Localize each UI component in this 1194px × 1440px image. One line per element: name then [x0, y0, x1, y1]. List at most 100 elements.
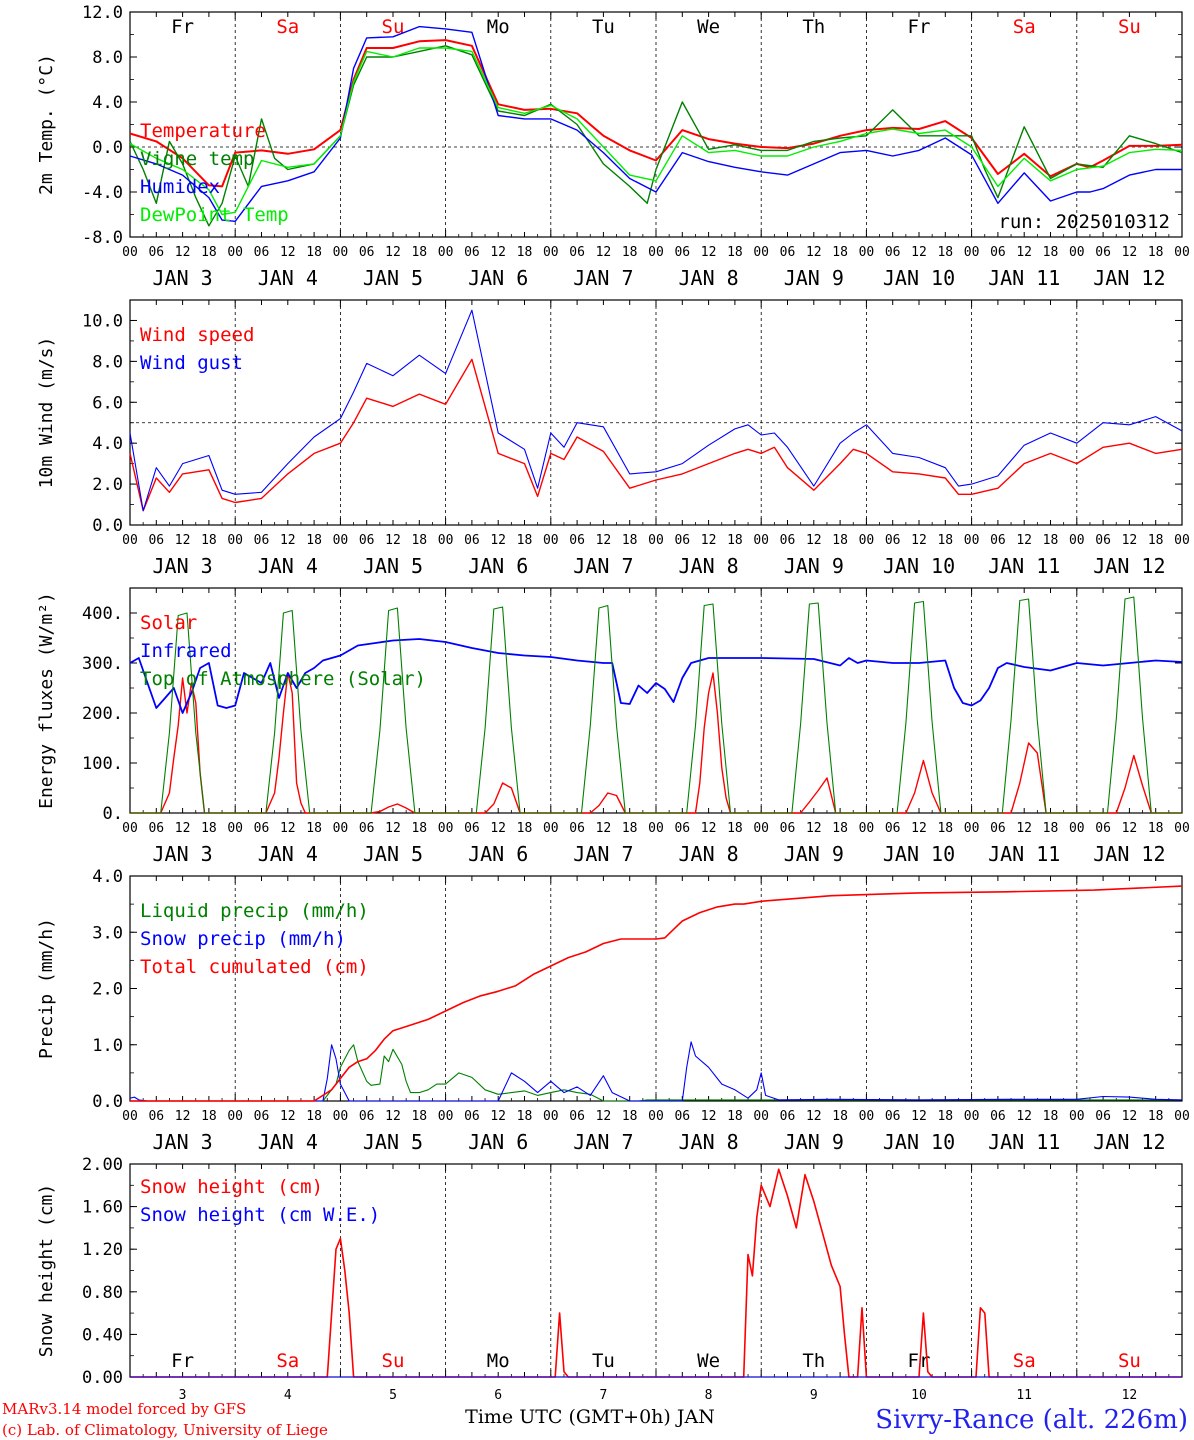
day-label: JAN 12	[1093, 266, 1165, 290]
hour-tick-label: 00	[1069, 533, 1085, 548]
series-line-wind-speed	[129, 358, 1183, 512]
hour-tick-label: 18	[1148, 1109, 1164, 1124]
y-tick-label: 0.00	[82, 1368, 123, 1388]
weekday-label: Tu	[592, 1350, 615, 1372]
day-label: JAN 12	[1093, 1130, 1165, 1154]
hour-tick-label: 18	[411, 1109, 427, 1124]
legend-entry: DewPoint Temp	[140, 204, 289, 226]
hour-tick-label: 18	[411, 245, 427, 260]
hour-tick-label: 00	[1069, 1109, 1085, 1124]
y-axis-label: 10m Wind (m/s)	[36, 337, 57, 489]
weekday-label: Sa	[276, 1350, 299, 1372]
y-axis-label: Precip (mm/h)	[36, 918, 57, 1059]
day-label: JAN 9	[784, 266, 844, 290]
hour-tick-label: 12	[596, 245, 612, 260]
hour-tick-label: 00	[753, 1109, 769, 1124]
hour-tick-label: 18	[1043, 533, 1059, 548]
hour-tick-label: 06	[885, 533, 901, 548]
hour-tick-label: 12	[1122, 821, 1138, 836]
hour-tick-label: 18	[1148, 533, 1164, 548]
panel-snow: 0.00 0.40 0.80 1.20 1.60 2.00 Snow height (cm)…	[36, 1155, 1183, 1403]
day-label: JAN 6	[468, 554, 528, 578]
weekday-label: Mo	[487, 16, 510, 38]
hour-tick-label: 18	[1148, 245, 1164, 260]
hour-tick-label: 06	[464, 533, 480, 548]
hour-tick-label: 18	[306, 821, 322, 836]
weekday-label: We	[697, 16, 720, 38]
hour-tick-label: 12	[385, 533, 401, 548]
hour-tick-label: 18	[201, 821, 217, 836]
day-number-label: 3	[179, 1388, 187, 1403]
y-axis-label: Energy fluxes (W/m²)	[36, 592, 57, 809]
weekday-label: We	[697, 1350, 720, 1372]
y-tick-label: 300.	[82, 654, 123, 674]
hour-tick-label: 18	[622, 533, 638, 548]
series-line-total-cumulated-cm	[130, 885, 1183, 1102]
hour-tick-label: 12	[280, 245, 296, 260]
hour-tick-label: 12	[385, 1109, 401, 1124]
location-title: Sivry-Rance (alt. 226m)	[875, 1405, 1188, 1435]
y-tick-label: 0.	[103, 804, 123, 824]
series-line-dewpoint-temp	[129, 47, 1183, 216]
hour-tick-label: 12	[806, 821, 822, 836]
weekday-label: Sa	[1013, 16, 1036, 38]
hour-tick-label: 18	[727, 245, 743, 260]
y-tick-label: 4.0	[92, 93, 123, 113]
hour-tick-label: 12	[701, 245, 717, 260]
hour-tick-label: 18	[201, 245, 217, 260]
y-tick-label: 2.00	[82, 1155, 123, 1175]
weekday-label: Su	[382, 16, 405, 38]
hour-tick-label: 00	[753, 533, 769, 548]
hour-tick-label: 00	[333, 1109, 349, 1124]
day-label: JAN 5	[363, 266, 423, 290]
hour-tick-label: 00	[1069, 245, 1085, 260]
hour-tick-label: 18	[411, 533, 427, 548]
hour-tick-label: 18	[1043, 245, 1059, 260]
y-tick-label: 4.0	[92, 434, 123, 454]
day-label: JAN 3	[152, 1130, 212, 1154]
hour-tick-label: 00	[859, 245, 875, 260]
day-label: JAN 9	[784, 554, 844, 578]
hour-tick-label: 06	[148, 821, 164, 836]
hour-tick-label: 00	[1174, 821, 1190, 836]
series-line-snow-precip-mm-h	[129, 1041, 1183, 1102]
hour-tick-label: 00	[859, 533, 875, 548]
hour-tick-label: 18	[517, 245, 533, 260]
hour-tick-label: 06	[254, 821, 270, 836]
hour-tick-label: 12	[490, 821, 506, 836]
hour-tick-label: 06	[254, 533, 270, 548]
hour-tick-label: 00	[964, 821, 980, 836]
legend-entry: Solar	[140, 612, 197, 634]
day-label: JAN 6	[468, 1130, 528, 1154]
hour-tick-label: 06	[674, 821, 690, 836]
legend-entry: Wind speed	[140, 324, 254, 346]
hour-tick-label: 12	[596, 533, 612, 548]
weekday-label: Th	[802, 1350, 825, 1372]
panel-precip: 0.0 1.0 2.0 3.0 4.0 Precip (mm/h) 00 06 12 18 00 06…	[36, 867, 1190, 1154]
hour-tick-label: 00	[648, 821, 664, 836]
hour-tick-label: 06	[569, 245, 585, 260]
hour-tick-label: 12	[596, 821, 612, 836]
hour-tick-label: 06	[885, 821, 901, 836]
hour-tick-label: 06	[569, 821, 585, 836]
legend-entry: Vigne temp	[140, 148, 254, 170]
y-tick-label: -4.0	[82, 183, 123, 203]
hour-tick-label: 00	[333, 533, 349, 548]
day-label: JAN 10	[883, 266, 955, 290]
hour-tick-label: 18	[1148, 821, 1164, 836]
hour-tick-label: 00	[648, 245, 664, 260]
day-number-label: 9	[810, 1388, 818, 1403]
hour-tick-label: 06	[148, 245, 164, 260]
hour-tick-label: 06	[1095, 245, 1111, 260]
hour-tick-label: 00	[438, 1109, 454, 1124]
hour-tick-label: 18	[1043, 821, 1059, 836]
day-label: JAN 6	[468, 266, 528, 290]
hour-tick-label: 06	[464, 245, 480, 260]
hour-tick-label: 12	[175, 1109, 191, 1124]
day-number-label: 8	[705, 1388, 713, 1403]
y-tick-label: 8.0	[92, 48, 123, 68]
hour-tick-label: 06	[780, 533, 796, 548]
hour-tick-label: 18	[832, 1109, 848, 1124]
day-label: JAN 5	[363, 842, 423, 866]
